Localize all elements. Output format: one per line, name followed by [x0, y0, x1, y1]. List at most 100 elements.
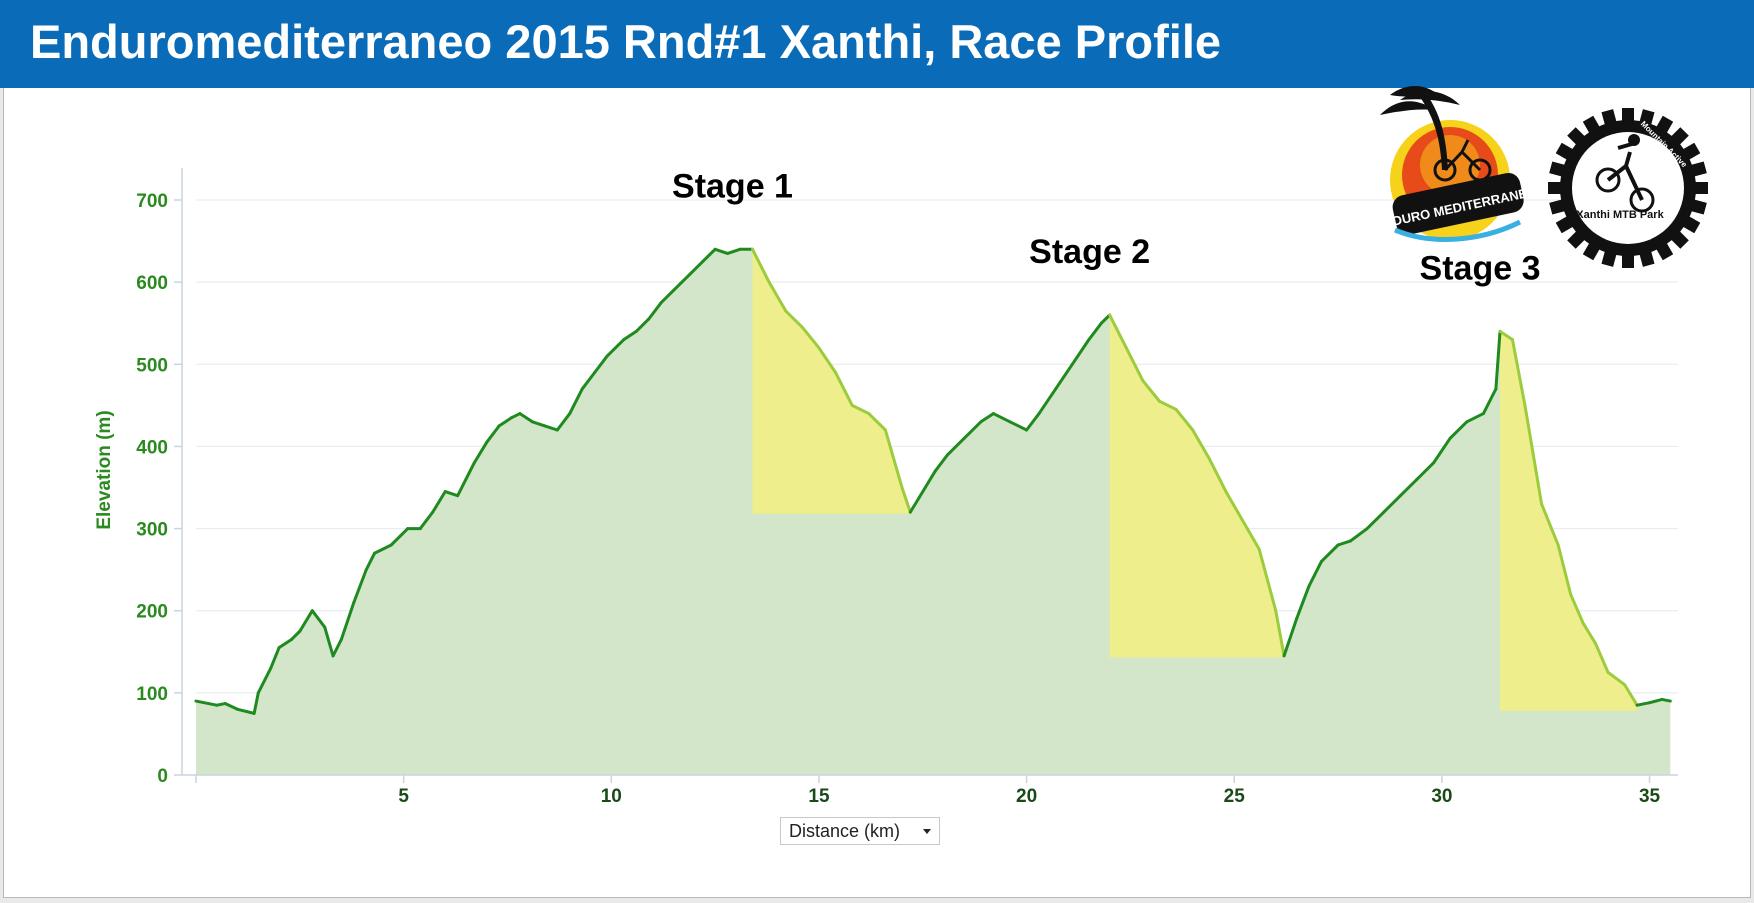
- elevation-line-segment: [1510, 338, 1527, 407]
- elevation-line-segment: [713, 247, 730, 255]
- elevation-line-segment: [443, 490, 460, 498]
- y-tick-label: 300: [136, 520, 168, 541]
- elevation-line-segment: [323, 625, 335, 658]
- elevation-line-segment: [688, 260, 705, 276]
- elevation-line-segment: [1257, 547, 1278, 613]
- elevation-line-segment: [277, 637, 294, 650]
- elevation-line-segment: [568, 387, 584, 416]
- elevation-line-segment: [431, 490, 447, 514]
- elevation-line-segment: [194, 699, 219, 707]
- elevation-line-segment: [634, 317, 651, 333]
- elevation-line-segment: [1498, 329, 1514, 342]
- elevation-line-segment: [701, 247, 717, 264]
- elevation-line-segment: [1274, 609, 1286, 658]
- x-axis-unit-label: Distance (km): [789, 821, 901, 841]
- enduro-mediterraneo-logo: ENDURO MEDITERRANEO: [1373, 85, 1538, 242]
- elevation-line-segment: [1108, 313, 1128, 350]
- elevation-line-segment: [672, 272, 692, 292]
- elevation-line-segment: [543, 424, 559, 432]
- elevation-line-segment: [850, 403, 871, 416]
- elevation-line-segment: [1635, 701, 1652, 707]
- elevation-line-segment: [1141, 379, 1161, 403]
- elevation-line-segment: [933, 453, 950, 473]
- elevation-line-segment: [1157, 399, 1178, 411]
- elevation-line-segment: [1191, 428, 1211, 461]
- elevation-line-segment: [472, 440, 489, 465]
- x-tick-labels: 5 10 15 20 25 30 35: [195, 775, 1661, 807]
- elevation-line-segment: [1070, 338, 1091, 366]
- elevation-line-segment: [1594, 642, 1610, 674]
- elevation-line-segment: [252, 691, 260, 715]
- elevation-line-segment: [530, 420, 547, 428]
- y-tick-label: 600: [136, 273, 168, 294]
- y-tick-label: 0: [157, 766, 168, 787]
- elevation-line-segment: [817, 346, 838, 374]
- elevation-line-segment: [1282, 617, 1299, 658]
- elevation-line-segment: [1581, 621, 1598, 646]
- elevation-line-segment: [784, 309, 804, 329]
- elevation-line-segment: [1224, 490, 1245, 522]
- x-axis-unit-select[interactable]: Distance (km): [780, 817, 940, 845]
- elevation-line-segment: [1008, 420, 1029, 432]
- gear-tooth: [1622, 252, 1634, 268]
- y-tick-label: 400: [136, 437, 168, 458]
- elevation-line-segment: [1569, 592, 1585, 625]
- elevation-line-segment: [1648, 697, 1664, 705]
- y-tick-label: 500: [136, 355, 168, 376]
- elevation-line-segment: [364, 551, 377, 572]
- elevation-line-segment: [1295, 584, 1311, 621]
- elevation-line-segment: [236, 707, 256, 715]
- y-tick-label: 200: [136, 602, 168, 623]
- elevation-line-segment: [290, 629, 302, 641]
- elevation-line-segment: [510, 412, 522, 420]
- elevation-line-segment: [921, 469, 937, 494]
- y-tick-label: 100: [136, 684, 168, 705]
- y-tick-label: 700: [136, 191, 168, 212]
- xanthi-mtb-park-logo: Xanthi MTB Park Mountain Active: [1548, 108, 1708, 268]
- elevation-line-segment: [555, 412, 572, 432]
- elevation-line-segment: [1087, 321, 1103, 342]
- stage-label-3: Stage 3: [1420, 249, 1541, 287]
- elevation-line-segment: [962, 420, 983, 440]
- elevation-line-segment: [1415, 461, 1436, 481]
- elevation-line-segment: [946, 436, 966, 457]
- elevation-line-segment: [1556, 543, 1573, 596]
- gear-tooth: [1548, 182, 1564, 194]
- stage-label-1: Stage 1: [672, 167, 793, 205]
- line-layer: [194, 247, 1672, 715]
- header-bar: Enduromediterraneo 2015 Rnd#1 Xanthi, Ra…: [0, 0, 1754, 88]
- elevation-line-segment: [456, 461, 476, 498]
- elevation-line-segment: [991, 412, 1012, 424]
- elevation-line-segment: [1448, 420, 1469, 440]
- elevation-line-segment: [339, 601, 356, 641]
- gear-tooth: [1622, 108, 1634, 124]
- elevation-line-segment: [867, 412, 887, 432]
- elevation-line-segment: [750, 247, 771, 284]
- elevation-line-segment: [1124, 346, 1145, 383]
- elevation-line-segment: [1432, 436, 1452, 465]
- x-tick-label: 10: [601, 786, 622, 807]
- stage-fill-layer: [752, 249, 1638, 711]
- elevation-line-segment: [352, 568, 368, 604]
- stage-fill-2: [1109, 315, 1285, 658]
- elevation-line-segment: [647, 301, 663, 321]
- elevation-line-segment: [373, 543, 393, 555]
- elevation-area: [196, 249, 1671, 776]
- axes: [181, 168, 1678, 776]
- xanthi-logo-text: Xanthi MTB Park: [1576, 209, 1664, 221]
- stage-label-2: Stage 2: [1029, 233, 1150, 271]
- elevation-line-segment: [834, 371, 854, 407]
- stage-fill-3: [1500, 331, 1638, 711]
- elevation-line-segment: [726, 247, 742, 255]
- elevation-line-segment: [223, 702, 240, 711]
- elevation-line-segment: [883, 428, 904, 489]
- area-layer: [196, 249, 1671, 776]
- elevation-line-segment: [900, 486, 912, 514]
- elevation-line-segment: [1349, 527, 1369, 543]
- elevation-line-segment: [298, 609, 314, 633]
- elevation-line-segment: [659, 288, 676, 305]
- elevation-line-segment: [1037, 387, 1058, 416]
- elevation-line-segment: [1319, 543, 1340, 563]
- stage-fill-1: [752, 249, 911, 514]
